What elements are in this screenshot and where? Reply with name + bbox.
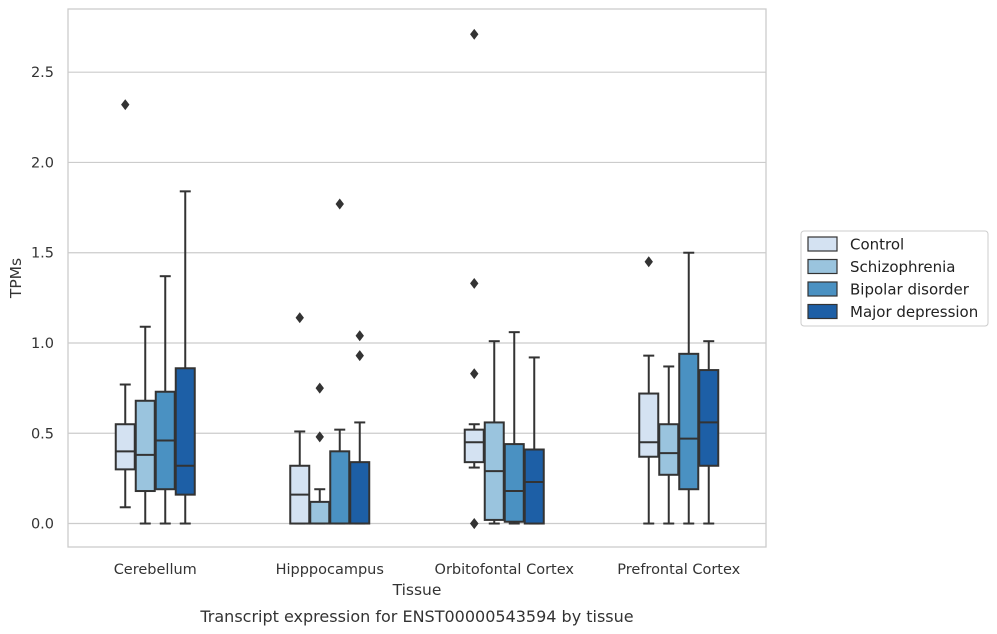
box [678,352,700,491]
box-group [638,256,660,525]
x-tick-label: Hipppocampus [276,562,384,578]
y-tick-label: 2.5 [31,65,54,81]
box-group [483,340,505,525]
x-tick-label: Prefrontal Cortex [617,562,740,578]
y-tick-label: 1.5 [31,246,54,262]
outlier-marker [121,99,130,111]
y-tick-label: 2.0 [31,155,54,171]
outlier-marker [470,518,479,529]
outlier-marker [335,198,344,210]
outlier-marker [315,431,324,443]
legend-label: Major depression [850,303,978,321]
plot-frame [67,8,767,548]
legend-swatch [807,236,838,252]
box-group [114,99,136,509]
box-group [349,330,371,525]
box-group [658,365,680,525]
outlier-marker [355,330,364,342]
box [463,428,485,464]
box [134,399,156,493]
x-axis-ticks: Cerebellum Hipppocampus Orbitofontal Corte… [114,562,741,578]
legend-label: Bipolar disorder [850,281,970,299]
box [329,450,351,525]
legend-swatch [807,281,838,297]
box-group [523,356,545,525]
legend-frame [800,230,989,327]
box-group [309,382,331,525]
box [114,423,136,471]
box-group [329,198,351,525]
box [174,367,196,496]
box-group [289,312,311,525]
outlier-marker [470,277,479,289]
outlier-marker [470,368,479,380]
y-tick-label: 1.0 [31,336,54,352]
box [658,423,680,476]
box-group [174,190,196,525]
legend-swatch [807,303,838,320]
legend-label: Control [850,236,904,254]
box-group [698,340,720,525]
box [503,443,525,523]
outlier-marker [644,256,653,268]
box [638,392,660,458]
box-group [134,325,156,525]
legend-swatch [807,258,838,275]
y-tick-label: 0.0 [31,517,54,533]
plot-area [114,28,720,529]
figure-caption: Transcript expression for ENST0000054359… [199,607,633,626]
x-tick-label: Cerebellum [114,562,197,578]
box [523,448,545,525]
box-group [463,28,485,529]
box-group [154,275,176,525]
legend: Control Schizophrenia Bipolar disorder Majo… [800,230,989,327]
y-axis-ticks: 0.0 0.5 1.0 1.5 2.0 2.5 [31,65,54,532]
y-tick-label: 0.5 [31,426,54,442]
outlier-marker [295,312,304,324]
x-tick-label: Orbitofontal Cortex [435,562,575,578]
outlier-marker [470,28,479,40]
box [698,369,720,467]
outlier-marker [315,382,324,394]
box-group [503,331,525,525]
x-axis-label: Tissue [392,581,442,599]
box [309,500,331,525]
y-axis-label: TPMs [7,258,25,299]
outlier-marker [355,350,364,362]
box [349,461,371,525]
legend-label: Schizophrenia [850,258,955,276]
box-group [678,251,700,525]
